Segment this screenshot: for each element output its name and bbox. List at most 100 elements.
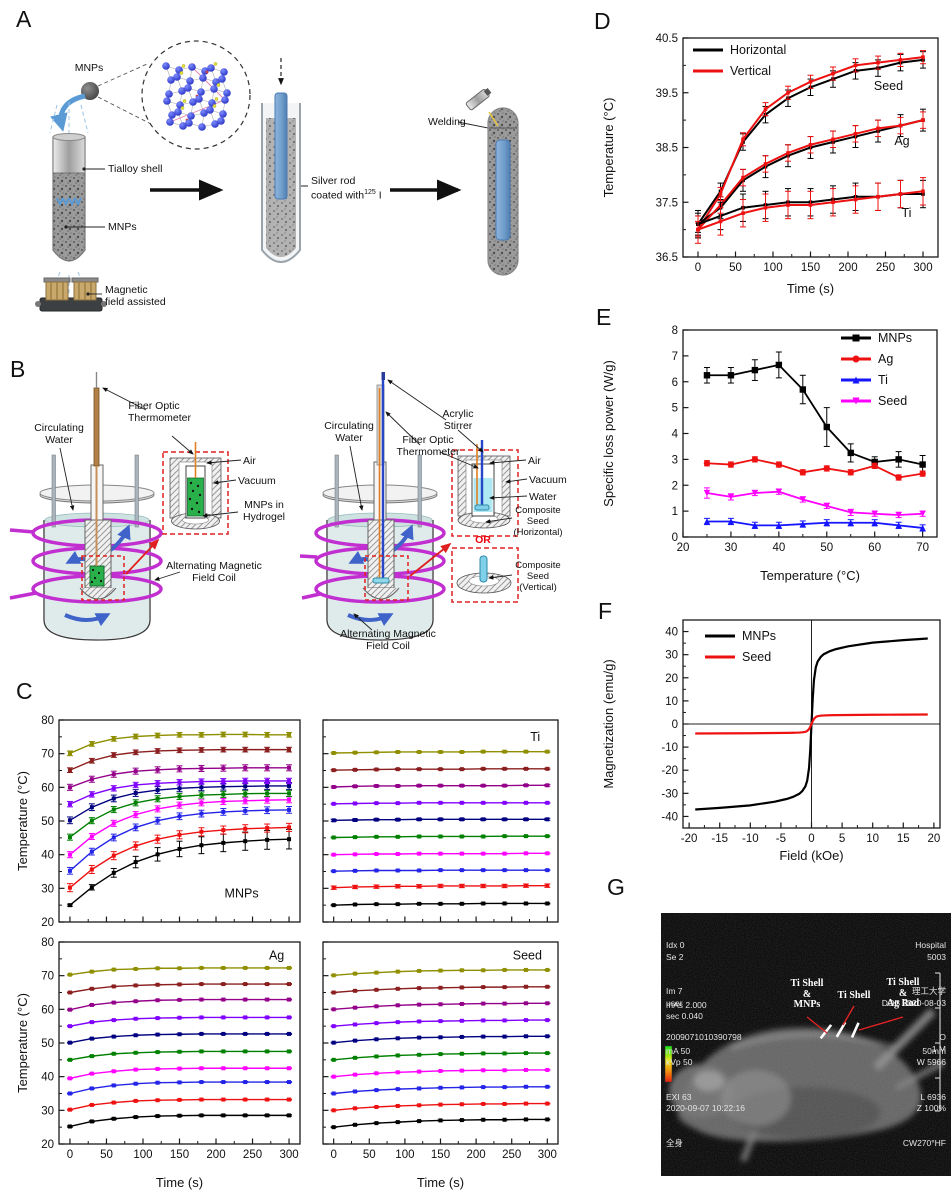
heating-curves-chart-mnps: 20 30 40 50 60 70 80 Temperature (°C) MNPs — [14, 695, 310, 930]
svg-text:40: 40 — [41, 850, 54, 862]
crystal-structure-inset — [141, 40, 251, 150]
vacuum-right-label: Vacuum — [529, 474, 567, 486]
svg-text:Time (s): Time (s) — [156, 1175, 203, 1190]
implant-label-tishell: Ti Shell — [837, 990, 871, 1001]
heating-curves-chart-seed: 0 50 100 150 200 250 300 Time (s) Seed — [310, 932, 562, 1194]
svg-text:Magnetization (emu/g): Magnetization (emu/g) — [601, 659, 616, 788]
seed-vertical-inset — [451, 547, 519, 603]
svg-text:Time (s): Time (s) — [417, 1175, 464, 1190]
coil-right-label: Alternating Magnetic Field Coil — [340, 628, 436, 652]
tialloy-shell-tube — [49, 102, 89, 294]
svg-text:Ti: Ti — [902, 206, 912, 220]
svg-text:4: 4 — [672, 429, 679, 441]
svg-text:30: 30 — [41, 883, 54, 895]
svg-text:-15: -15 — [711, 833, 728, 845]
svg-text:38.5: 38.5 — [656, 143, 678, 155]
svg-text:Temperature (°C): Temperature (°C) — [15, 993, 30, 1093]
svg-text:20: 20 — [665, 673, 678, 685]
pour-arrow-icon — [50, 93, 86, 132]
svg-text:-10: -10 — [742, 833, 759, 845]
svg-text:15: 15 — [897, 833, 910, 845]
xray-mouse-graphic — [661, 913, 951, 1176]
magnetic-field-device — [35, 277, 107, 312]
svg-text:0: 0 — [695, 262, 701, 274]
svg-text:-20: -20 — [681, 833, 698, 845]
weld-spark-icon — [488, 111, 499, 127]
svg-text:5: 5 — [672, 403, 678, 415]
svg-text:-30: -30 — [661, 788, 678, 800]
svg-text:250: 250 — [243, 1149, 262, 1161]
panel-g-letter: G — [607, 874, 625, 900]
svg-text:80: 80 — [41, 937, 54, 949]
svg-text:40: 40 — [665, 627, 678, 639]
svg-text:50: 50 — [41, 1038, 54, 1050]
panel-b-left-leaders — [59, 387, 242, 581]
magnetization-hysteresis-chart: -20 -15 -10 -5 0 5 10 15 20 -40 -30 -20 -10 0 10 20 30 40… — [600, 605, 952, 867]
panel-d-letter: D — [594, 8, 611, 34]
svg-text:50: 50 — [363, 1149, 376, 1161]
svg-text:20: 20 — [41, 917, 54, 929]
implant-label-agrod: Ti Shell & Ag Rod — [886, 977, 920, 1009]
svg-text:Ag: Ag — [269, 948, 284, 962]
mnps-hydrogel-label: MNPs in Hydrogel — [242, 499, 286, 523]
or-label: OR — [475, 534, 491, 546]
silver-rod-label: Silver rod coated with125 I — [311, 175, 403, 202]
svg-text:Seed: Seed — [742, 650, 771, 664]
svg-text:Seed: Seed — [513, 948, 542, 962]
svg-text:60: 60 — [41, 782, 54, 794]
hydrogel-inset — [162, 442, 229, 535]
svg-text:60: 60 — [868, 542, 881, 554]
svg-text:Ag: Ag — [894, 134, 909, 148]
svg-text:50: 50 — [100, 1149, 113, 1161]
svg-text:Temperature (°C): Temperature (°C) — [601, 98, 616, 198]
water-right-label: Water — [529, 491, 557, 503]
svg-text:200: 200 — [838, 262, 857, 274]
svg-text:-5: -5 — [776, 833, 786, 845]
svg-text:150: 150 — [801, 262, 820, 274]
heating-setup-diagram — [9, 372, 528, 641]
fiber-optic-right-label: Fiber Optic Thermometer — [396, 434, 460, 458]
svg-text:20: 20 — [927, 833, 940, 845]
svg-text:2: 2 — [672, 480, 678, 492]
specific-loss-power-chart: 20 30 40 50 60 70 0 1 2 3 4 5 6 7 8 Temperature (°C) Spe… — [600, 315, 952, 587]
svg-text:100: 100 — [395, 1149, 414, 1161]
fabrication-process-diagram — [35, 40, 519, 312]
welding-label: Welding — [428, 116, 466, 128]
svg-text:Field (kOe): Field (kOe) — [779, 848, 843, 863]
svg-text:300: 300 — [913, 262, 932, 274]
svg-text:MNPs: MNPs — [878, 331, 912, 345]
svg-text:70: 70 — [41, 749, 54, 761]
hydrogel-chevrons-icon — [56, 197, 82, 207]
svg-text:MNPs: MNPs — [742, 629, 776, 643]
svg-text:0: 0 — [67, 1149, 73, 1161]
svg-text:0: 0 — [330, 1149, 336, 1161]
svg-text:30: 30 — [665, 650, 678, 662]
svg-text:Temperature (°C): Temperature (°C) — [15, 771, 30, 871]
acrylic-stirrer-label: Acrylic Stirrer — [442, 408, 474, 432]
svg-text:Seed: Seed — [878, 394, 907, 408]
silver-rod-label-line1: Silver rod — [311, 175, 356, 187]
svg-text:MNPs: MNPs — [225, 886, 259, 900]
svg-text:50: 50 — [820, 542, 833, 554]
svg-text:Ti: Ti — [530, 730, 540, 744]
svg-text:40.5: 40.5 — [656, 33, 678, 45]
coil-left-label: Alternating Magnetic Field Coil — [166, 560, 262, 584]
xray-image: Idx 0 Se 2 Im 7 user 2009071010390798 Hosp… — [661, 913, 951, 1176]
svg-text:150: 150 — [170, 1149, 189, 1161]
svg-text:37.5: 37.5 — [656, 197, 678, 209]
svg-text:-10: -10 — [661, 742, 678, 754]
svg-text:Time (s): Time (s) — [787, 281, 834, 296]
panel-f-letter: F — [598, 598, 613, 624]
svg-text:1: 1 — [672, 506, 678, 518]
svg-text:300: 300 — [279, 1149, 298, 1161]
svg-text:5: 5 — [839, 833, 845, 845]
composite-seed-horizontal-label: Composite Seed (Horizontal) — [513, 505, 563, 538]
svg-text:8: 8 — [672, 325, 678, 337]
air-right-label: Air — [528, 455, 541, 467]
svg-text:50: 50 — [729, 262, 742, 274]
magnetic-field-label: Magnetic field assisted — [105, 284, 166, 308]
welding-tool-icon — [465, 88, 492, 111]
vacuum-left-label: Vacuum — [238, 475, 276, 487]
svg-text:250: 250 — [876, 262, 895, 274]
